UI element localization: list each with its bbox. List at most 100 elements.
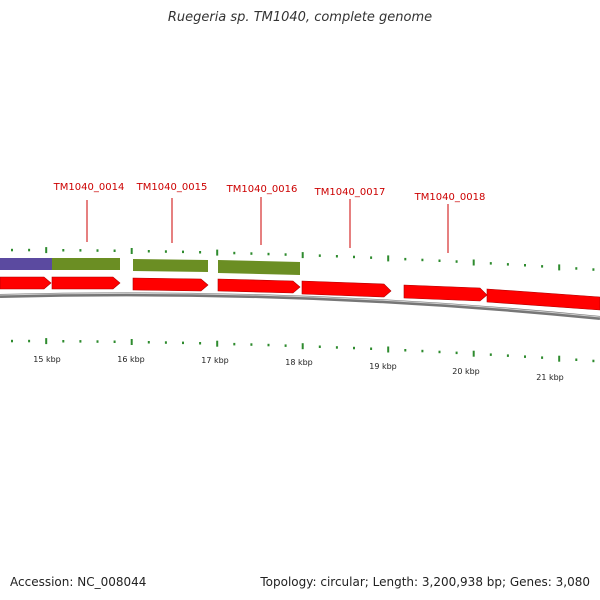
minor-tick	[79, 340, 82, 343]
minor-tick	[113, 340, 116, 343]
minor-tick	[438, 259, 441, 262]
map-title: Ruegeria sp. TM1040, complete genome	[167, 10, 433, 25]
major-tick	[45, 247, 48, 254]
minor-tick	[592, 359, 595, 363]
minor-tick	[404, 257, 407, 261]
scale-label: 20 kbp	[452, 367, 480, 376]
locus-label[interactable]: TM1040_0017	[314, 187, 386, 198]
cds-arrow-0015[interactable]	[132, 277, 209, 292]
minor-tick	[455, 351, 458, 355]
minor-tick	[404, 349, 407, 352]
scale-label: 16 kbp	[117, 355, 145, 364]
scale-label: 15 kbp	[33, 355, 61, 364]
locus-label[interactable]: TM1040_0018	[414, 192, 486, 203]
major-tick	[472, 259, 475, 266]
minor-tick	[335, 346, 338, 349]
minor-tick	[592, 268, 595, 271]
minor-tick	[421, 258, 424, 262]
genome-backbone-highlight	[0, 292, 600, 318]
minor-tick	[96, 249, 99, 252]
minor-tick	[182, 250, 184, 254]
genome-summary: Topology: circular; Length: 3,200,938 bp…	[260, 575, 590, 589]
minor-tick	[62, 249, 65, 252]
minor-tick	[28, 248, 31, 252]
scale-labels: 15 kbp 16 kbp 17 kbp 18 kbp 19 kbp 20 kbp 21 k…	[33, 355, 564, 382]
minor-tick	[370, 256, 373, 259]
minor-tick	[182, 341, 184, 345]
minor-tick	[62, 340, 65, 343]
minor-tick	[318, 345, 321, 348]
minor-tick	[147, 341, 150, 344]
scale-label: 17 kbp	[201, 356, 229, 365]
minor-tick	[28, 339, 31, 343]
major-tick	[558, 355, 561, 362]
major-tick	[301, 343, 304, 350]
minor-tick	[489, 262, 492, 265]
minor-tick	[11, 248, 13, 252]
cds-arrow-0016[interactable]	[217, 278, 301, 294]
major-tick	[387, 255, 390, 262]
accession-label: Accession: NC_008044	[10, 575, 147, 589]
minor-tick	[541, 356, 544, 359]
major-tick	[387, 346, 390, 353]
minor-tick	[113, 249, 116, 252]
minor-tick	[11, 339, 13, 343]
major-tick	[45, 338, 48, 345]
cds-arrow-0019[interactable]	[486, 288, 600, 311]
major-tick	[130, 248, 133, 254]
minor-tick	[524, 264, 526, 267]
minor-tick	[284, 344, 287, 347]
minor-tick	[267, 252, 270, 256]
minor-tick	[506, 354, 509, 357]
minor-tick	[164, 341, 167, 344]
locus-labels: TM1040_0014 TM1040_0015 TM1040_0016 TM1040_…	[53, 182, 486, 253]
major-tick	[216, 249, 219, 256]
major-tick	[472, 350, 475, 357]
locus-label[interactable]: TM1040_0016	[226, 184, 298, 195]
genome-backbone	[0, 292, 600, 320]
minor-tick	[267, 343, 270, 347]
minor-tick	[575, 267, 578, 270]
minor-tick	[250, 343, 253, 346]
major-tick	[130, 339, 133, 345]
tick-row-top	[11, 247, 595, 271]
cds-arrow-0014[interactable]	[51, 276, 121, 290]
minor-tick	[318, 254, 321, 257]
major-tick	[558, 264, 561, 271]
minor-tick	[96, 340, 99, 343]
minor-tick	[370, 347, 373, 350]
minor-tick	[164, 250, 167, 253]
locus-label[interactable]: TM1040_0014	[53, 182, 125, 193]
minor-tick	[489, 353, 492, 356]
cds-arrow-0018[interactable]	[403, 284, 488, 302]
minor-tick	[541, 265, 544, 268]
minor-tick	[506, 263, 509, 266]
scale-label: 19 kbp	[369, 362, 397, 371]
minor-tick	[421, 349, 424, 353]
minor-tick	[353, 255, 355, 259]
minor-tick	[353, 346, 355, 350]
minor-tick	[233, 251, 236, 255]
scale-label: 21 kbp	[536, 373, 564, 382]
tick-row-bottom	[11, 338, 595, 363]
major-tick	[216, 340, 219, 347]
minor-tick	[199, 251, 202, 254]
feature-purple	[0, 258, 52, 270]
cds-arrow-0017[interactable]	[301, 280, 392, 298]
minor-tick	[284, 253, 287, 256]
rna-feature-green	[52, 258, 300, 275]
minor-tick	[524, 355, 526, 358]
scale-label: 18 kbp	[285, 358, 313, 367]
minor-tick	[455, 260, 458, 263]
minor-tick	[575, 358, 578, 361]
minor-tick	[147, 250, 150, 253]
minor-tick	[438, 350, 441, 354]
major-tick	[301, 252, 304, 259]
locus-label[interactable]: TM1040_0015	[136, 182, 208, 193]
minor-tick	[335, 255, 338, 258]
minor-tick	[233, 342, 236, 346]
cds-arrow-0013[interactable]	[0, 276, 52, 290]
minor-tick	[250, 252, 253, 255]
minor-tick	[199, 342, 202, 345]
